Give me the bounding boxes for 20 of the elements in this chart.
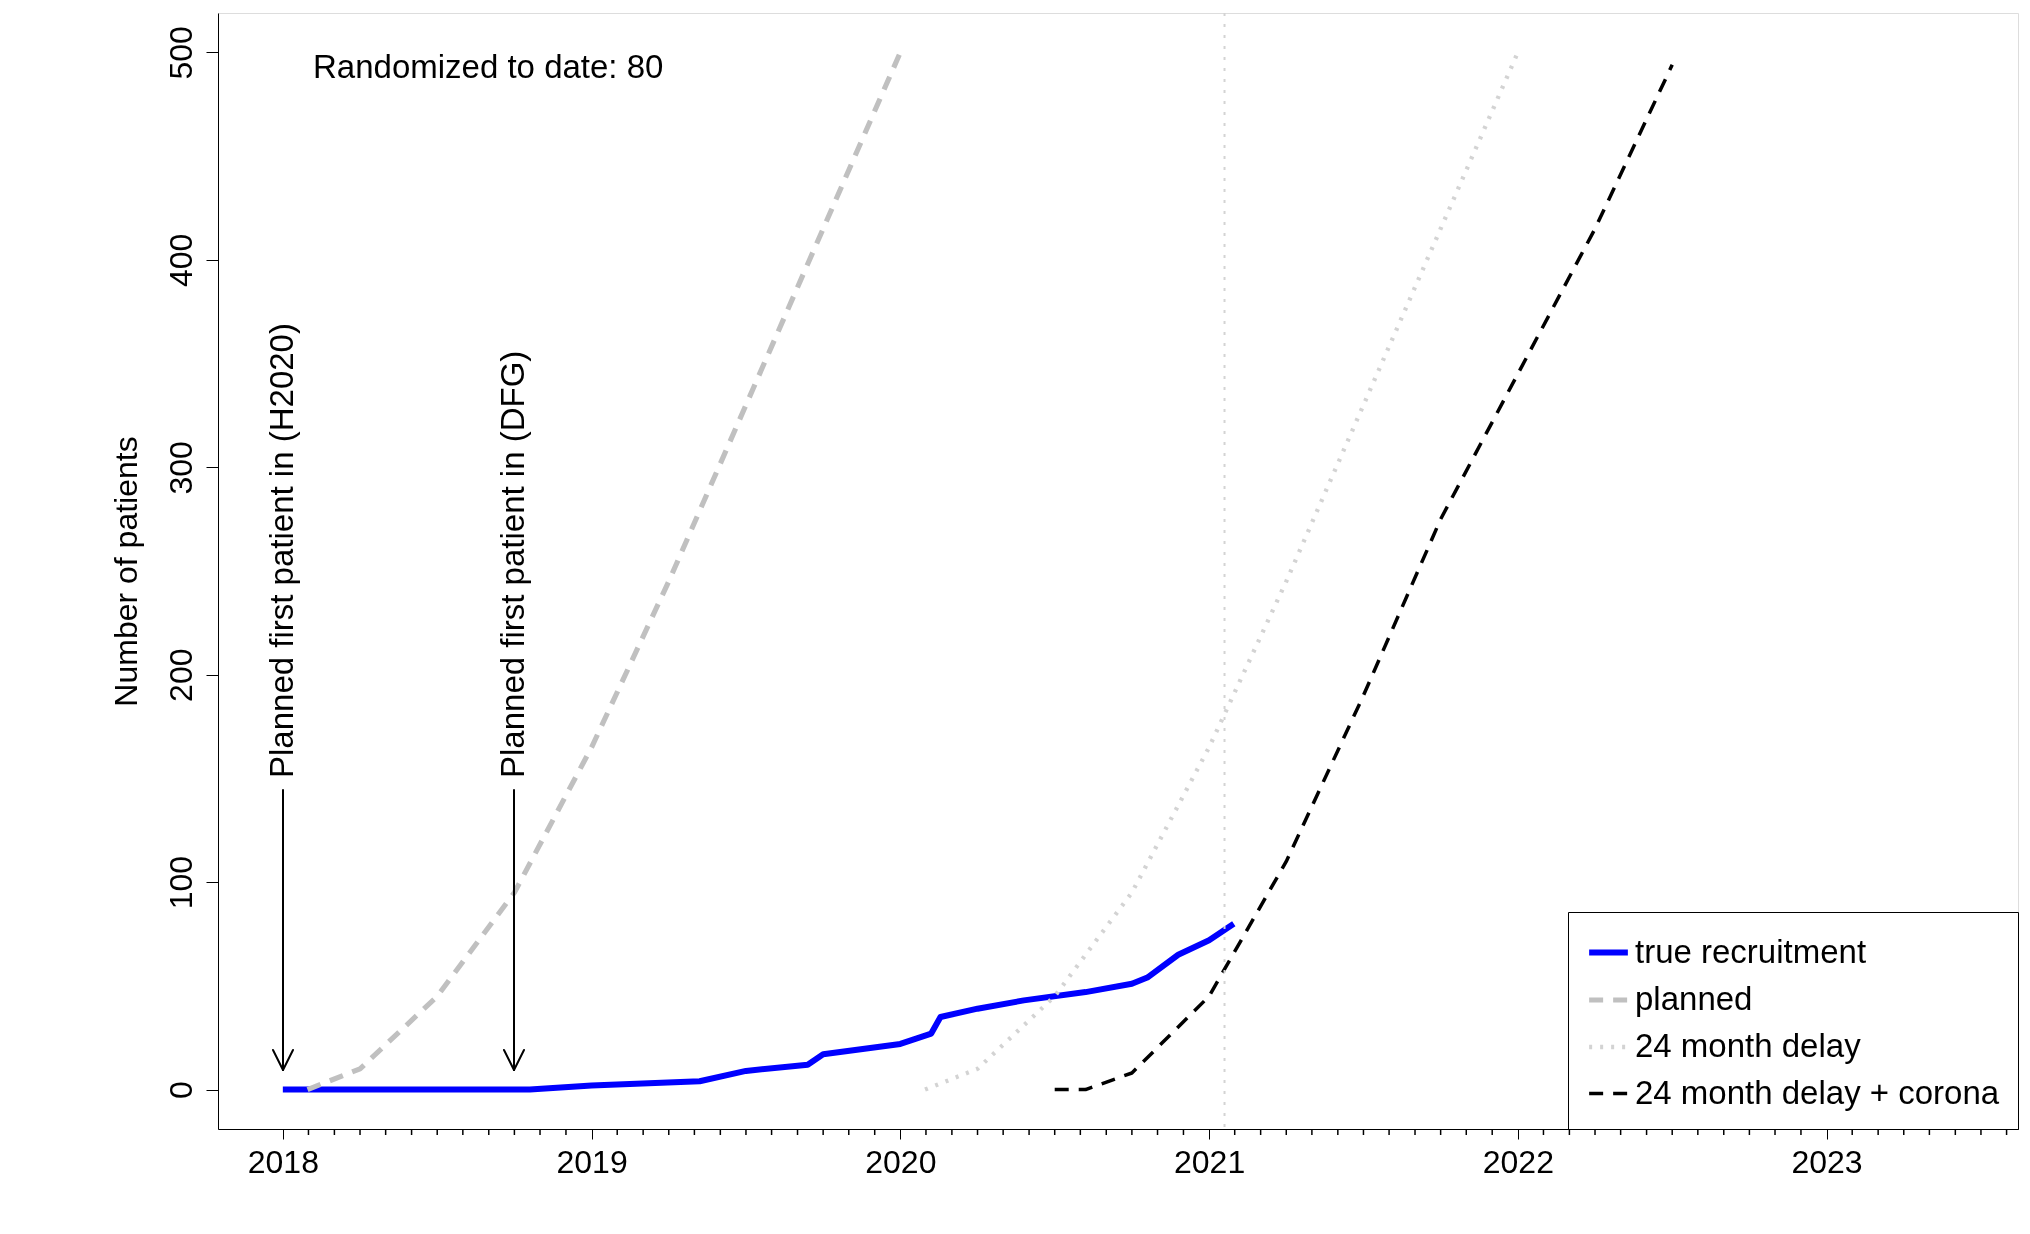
x-tick-label: 2021 xyxy=(1173,1143,1246,1180)
legend-label: 24 month delay xyxy=(1635,1027,1862,1064)
y-tick-label: 500 xyxy=(162,26,199,80)
y-axis-title: Number of patients xyxy=(107,436,144,707)
y-tick-label: 100 xyxy=(162,855,199,910)
y-tick-label: 400 xyxy=(162,233,199,288)
legend-label: planned xyxy=(1635,980,1753,1017)
annotation: Planned first patient in (DFG) xyxy=(494,350,531,778)
annotation: Randomized to date: 80 xyxy=(313,48,664,85)
x-tick-label: 2023 xyxy=(1791,1143,1863,1180)
y-tick-label: 300 xyxy=(162,441,199,495)
legend-label: 24 month delay + corona xyxy=(1635,1073,2000,1111)
x-tick-label: 2022 xyxy=(1482,1143,1554,1180)
y-tick-label: 200 xyxy=(162,648,199,702)
x-tick-label: 2020 xyxy=(865,1143,937,1180)
legend-label: true recruitment xyxy=(1635,932,1867,970)
x-tick-label: 2019 xyxy=(556,1143,628,1180)
y-tick-label: 0 xyxy=(162,1081,199,1099)
x-tick-label: 2018 xyxy=(247,1143,319,1180)
annotation: Planned first patient in (H2020) xyxy=(263,323,300,778)
